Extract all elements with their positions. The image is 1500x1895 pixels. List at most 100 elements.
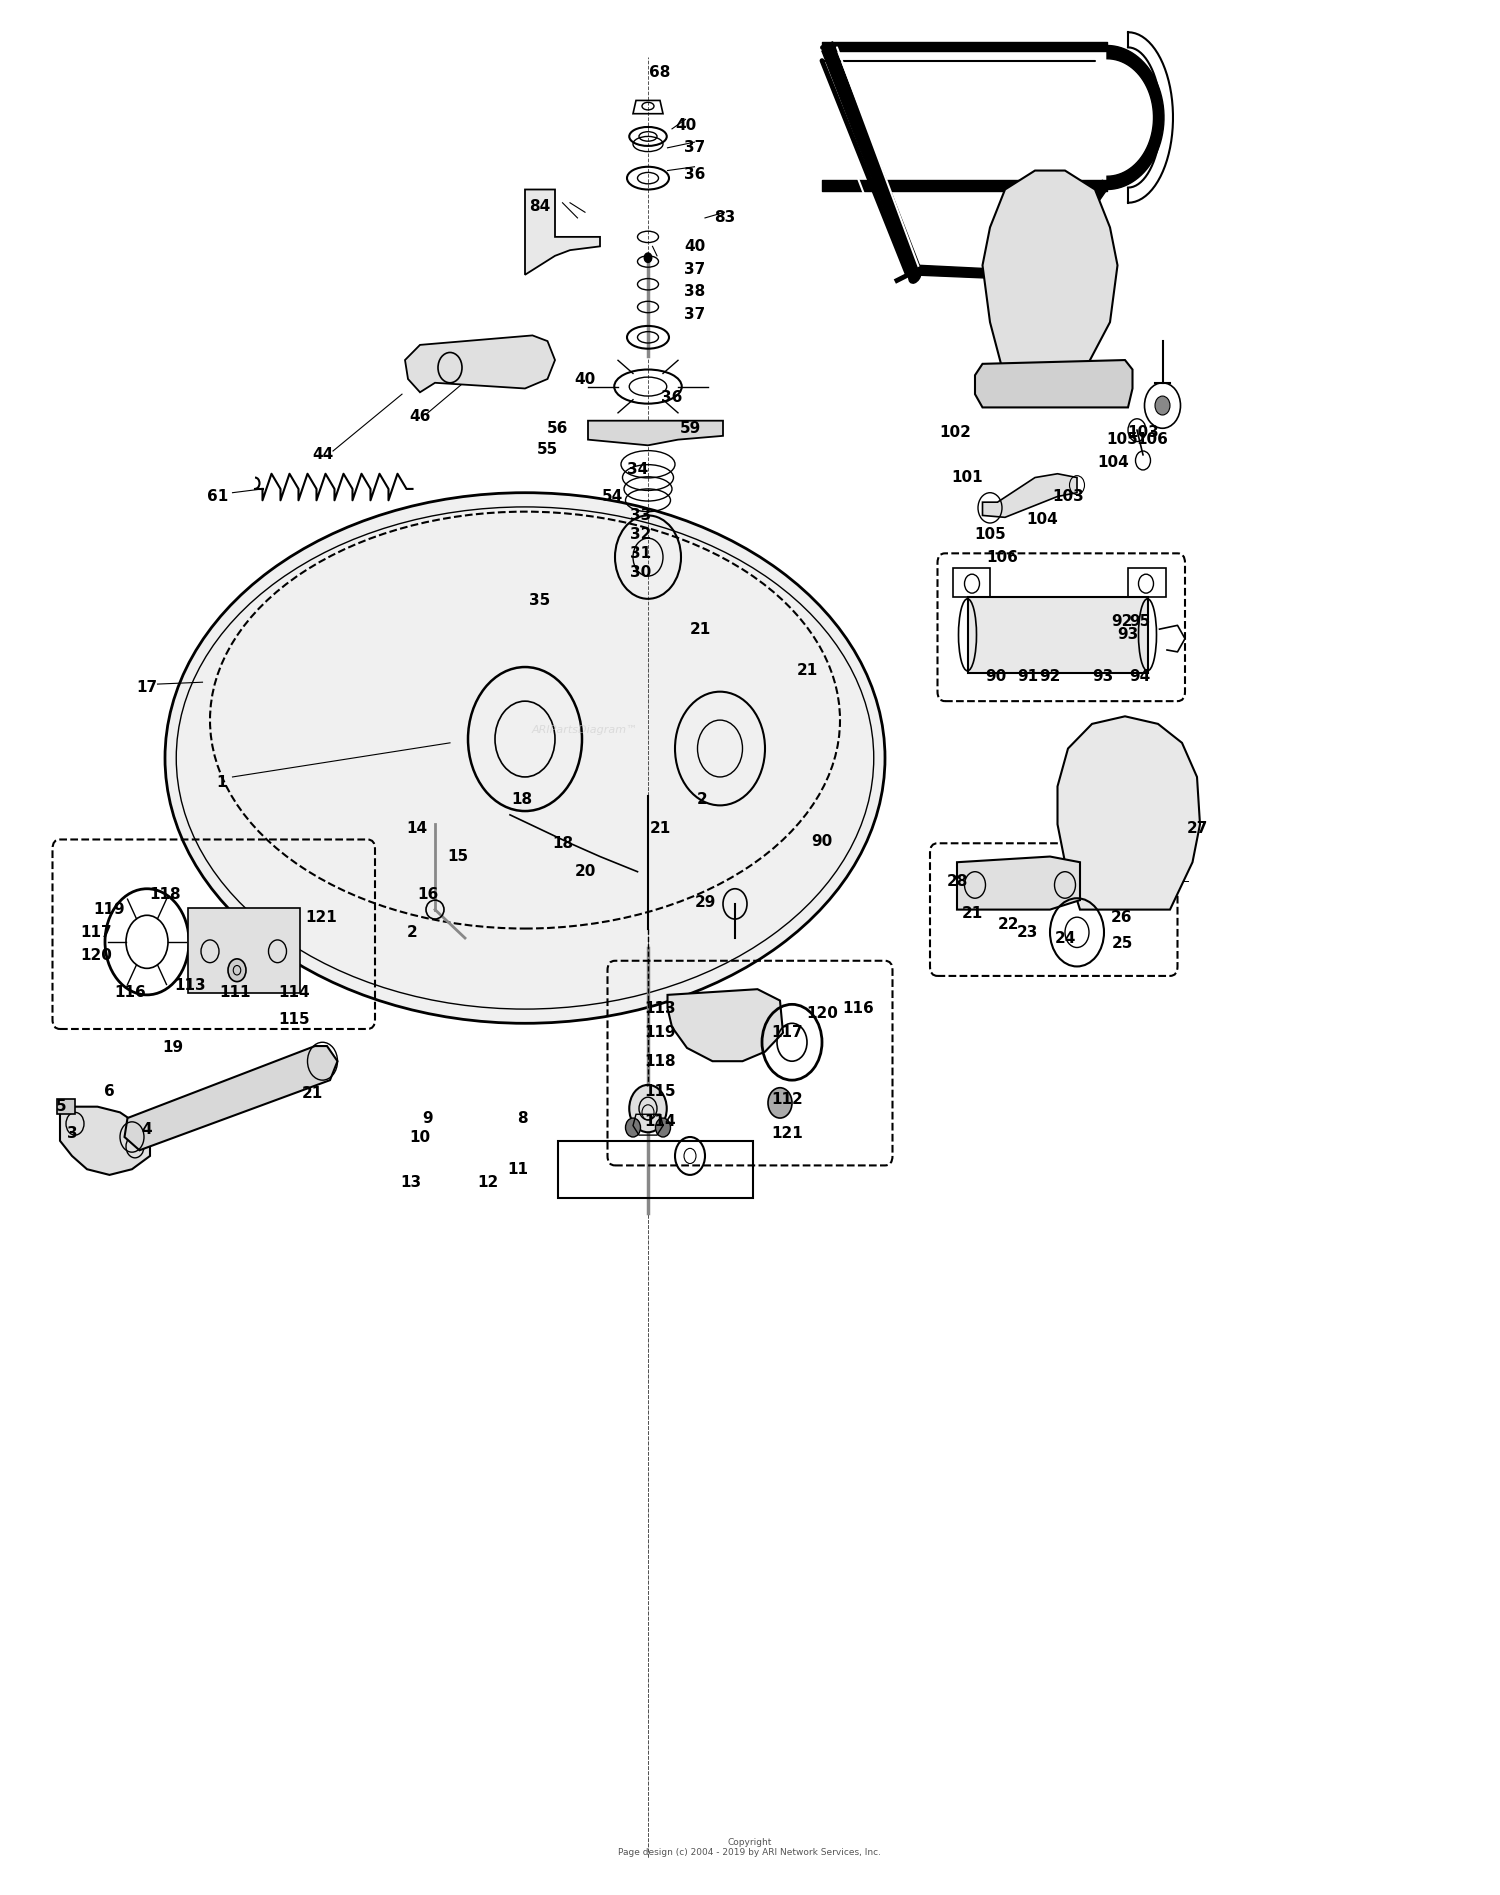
Text: 37: 37 — [684, 262, 705, 277]
Text: 90: 90 — [986, 669, 1006, 684]
Text: 15: 15 — [447, 849, 468, 864]
Text: 2: 2 — [696, 792, 708, 807]
Text: 33: 33 — [630, 508, 651, 523]
Circle shape — [768, 1088, 792, 1118]
Text: 68: 68 — [650, 64, 670, 80]
Text: 17: 17 — [136, 680, 158, 695]
Ellipse shape — [909, 267, 921, 282]
Text: 114: 114 — [644, 1114, 676, 1129]
Ellipse shape — [228, 959, 246, 982]
Text: 118: 118 — [148, 887, 182, 902]
Polygon shape — [1035, 180, 1107, 280]
Circle shape — [656, 1118, 670, 1137]
Text: 119: 119 — [93, 902, 126, 917]
Text: 56: 56 — [548, 421, 568, 436]
Polygon shape — [60, 1107, 150, 1175]
Text: 29: 29 — [694, 894, 715, 910]
Text: 4: 4 — [141, 1122, 153, 1137]
Text: 37: 37 — [684, 307, 705, 322]
Text: 40: 40 — [684, 239, 705, 254]
Text: 21: 21 — [962, 906, 982, 921]
Text: 93: 93 — [1092, 669, 1113, 684]
Text: 3: 3 — [66, 1126, 78, 1141]
Polygon shape — [982, 171, 1118, 398]
Text: 10: 10 — [410, 1129, 430, 1145]
Text: 13: 13 — [400, 1175, 422, 1190]
Text: 90: 90 — [812, 834, 832, 849]
Text: 40: 40 — [675, 117, 696, 133]
Text: 25: 25 — [1112, 936, 1132, 951]
Text: 22: 22 — [998, 917, 1018, 932]
Text: 117: 117 — [771, 1025, 804, 1040]
Text: 105: 105 — [974, 527, 1006, 542]
Text: 118: 118 — [644, 1054, 676, 1069]
Text: 83: 83 — [714, 210, 735, 226]
Bar — [558, 1141, 753, 1198]
Text: Copyright
Page design (c) 2004 - 2019 by ARI Network Services, Inc.: Copyright Page design (c) 2004 - 2019 by… — [618, 1838, 882, 1857]
Text: 12: 12 — [477, 1175, 498, 1190]
Text: 105: 105 — [1106, 432, 1138, 447]
Text: 55: 55 — [537, 442, 558, 457]
Text: 120: 120 — [80, 948, 112, 963]
Text: 30: 30 — [630, 565, 651, 580]
Text: 19: 19 — [162, 1040, 183, 1056]
Text: ARIPartsDiagram™: ARIPartsDiagram™ — [532, 724, 638, 735]
Text: 32: 32 — [630, 527, 651, 542]
Polygon shape — [822, 42, 920, 275]
Text: 21: 21 — [302, 1086, 322, 1101]
Polygon shape — [525, 190, 600, 275]
Text: 16: 16 — [417, 887, 438, 902]
Text: 18: 18 — [552, 836, 573, 851]
Text: 112: 112 — [771, 1092, 804, 1107]
Text: 54: 54 — [602, 489, 622, 504]
Text: 59: 59 — [680, 421, 700, 436]
Text: 106: 106 — [1136, 432, 1168, 447]
Text: 20: 20 — [574, 864, 596, 879]
Text: 5: 5 — [56, 1099, 68, 1114]
Text: 91: 91 — [1017, 669, 1038, 684]
Text: 21: 21 — [796, 663, 818, 678]
Bar — [188, 908, 300, 993]
Text: 2: 2 — [406, 925, 418, 940]
Circle shape — [626, 1118, 640, 1137]
Text: 24: 24 — [1054, 930, 1076, 946]
Text: 92: 92 — [1112, 614, 1132, 629]
Ellipse shape — [165, 493, 885, 1023]
Text: 37: 37 — [684, 140, 705, 155]
Text: 104: 104 — [1026, 512, 1059, 527]
Text: 115: 115 — [644, 1084, 676, 1099]
Text: 93: 93 — [1118, 627, 1138, 642]
Text: 6: 6 — [104, 1084, 116, 1099]
Text: 119: 119 — [644, 1025, 676, 1040]
Text: 21: 21 — [650, 821, 670, 836]
Text: 117: 117 — [80, 925, 112, 940]
Text: 113: 113 — [174, 978, 207, 993]
Ellipse shape — [645, 254, 651, 263]
Ellipse shape — [630, 1084, 666, 1133]
Polygon shape — [975, 360, 1132, 407]
Text: 121: 121 — [771, 1126, 804, 1141]
Text: 23: 23 — [1017, 925, 1038, 940]
Text: 35: 35 — [530, 593, 550, 608]
Text: 106: 106 — [986, 550, 1018, 565]
Text: 36: 36 — [684, 167, 705, 182]
Text: 102: 102 — [939, 424, 972, 440]
Polygon shape — [982, 474, 1077, 517]
Text: 46: 46 — [410, 409, 430, 424]
Bar — [57, 1099, 75, 1114]
Text: 103: 103 — [1126, 424, 1160, 440]
Bar — [952, 568, 990, 597]
Bar — [1128, 568, 1166, 597]
Text: 114: 114 — [278, 985, 310, 1001]
Polygon shape — [909, 265, 1044, 280]
Polygon shape — [588, 421, 723, 445]
Text: 104: 104 — [1096, 455, 1130, 470]
Text: 9: 9 — [422, 1110, 434, 1126]
Text: 36: 36 — [662, 390, 682, 406]
Text: 103: 103 — [1052, 489, 1084, 504]
Text: 28: 28 — [946, 874, 968, 889]
Text: 95: 95 — [1130, 614, 1150, 629]
Text: 101: 101 — [951, 470, 984, 485]
Text: 26: 26 — [1112, 910, 1132, 925]
Polygon shape — [1107, 45, 1164, 190]
